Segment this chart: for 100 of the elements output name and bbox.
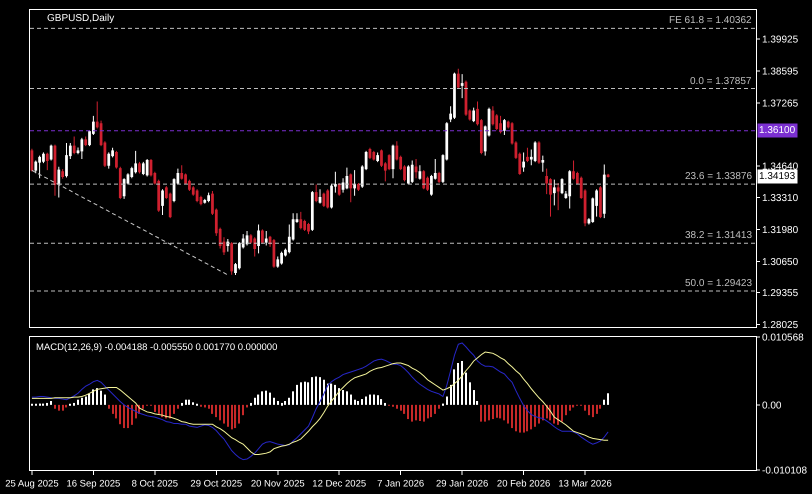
bar (204, 404, 206, 408)
bar (234, 404, 236, 428)
candlestick (376, 152, 380, 163)
bar (411, 404, 413, 422)
candlestick (453, 72, 456, 120)
bar (530, 404, 532, 430)
bar (169, 404, 171, 418)
candlestick (368, 147, 372, 160)
candlestick (503, 118, 506, 136)
candlestick (246, 230, 248, 246)
bar (596, 404, 598, 414)
ref-line-label: 50.0 = 1.29423 (685, 278, 752, 289)
bar (542, 404, 544, 420)
candlestick (526, 147, 529, 163)
bar (319, 377, 321, 405)
candlestick (80, 137, 84, 160)
bar (557, 404, 559, 425)
candlestick (410, 160, 414, 184)
bar (400, 404, 402, 411)
bar (85, 396, 87, 405)
candlestick (72, 136, 76, 155)
bar (354, 400, 356, 405)
bar (154, 404, 156, 412)
x-tick-label: 20 Feb 2026 (496, 478, 550, 490)
bar (407, 404, 409, 420)
bar (62, 404, 64, 411)
bar (377, 395, 379, 405)
candlestick (30, 148, 34, 172)
annotation: 1.36100 (759, 125, 796, 136)
candlestick (65, 142, 68, 178)
y-tick-label: 1.28025 (762, 320, 799, 332)
bar (419, 404, 421, 421)
bar (519, 404, 521, 433)
bar (104, 394, 106, 405)
candlestick (84, 136, 88, 147)
bar (211, 404, 214, 414)
bar (96, 388, 98, 405)
ref-line-label: 0.0 = 1.37857 (690, 76, 752, 87)
bar (73, 402, 75, 406)
candlestick (541, 155, 544, 172)
candlestick (118, 166, 122, 200)
bar (250, 402, 252, 406)
bar (607, 393, 609, 405)
candlestick (599, 186, 602, 219)
bar (496, 404, 498, 418)
bar (119, 404, 121, 424)
candlestick (54, 144, 56, 196)
candlestick (568, 170, 572, 209)
annotation: 1.34193 (759, 171, 796, 182)
bar (192, 402, 194, 405)
bar (403, 404, 406, 414)
candlestick (34, 160, 38, 174)
bar (453, 369, 456, 405)
bar (534, 404, 536, 427)
candlestick (38, 155, 41, 179)
candlestick (606, 173, 610, 178)
candlestick (142, 161, 145, 176)
candlestick (522, 152, 525, 172)
bar (277, 400, 279, 405)
bar (488, 404, 490, 420)
bar (238, 404, 240, 424)
bar (131, 404, 133, 425)
bar (511, 404, 513, 428)
bar (165, 404, 167, 418)
candlestick (307, 222, 310, 235)
candlestick (299, 211, 302, 230)
candlestick (276, 256, 280, 268)
bar (65, 404, 68, 408)
bar (384, 402, 386, 406)
text: MACD(12,26,9) -0.004188 -0.005550 0.001770 0.000000 (36, 342, 278, 353)
bar (434, 404, 436, 414)
y-tick-label: 0.00 (762, 400, 782, 412)
bar (307, 382, 310, 405)
bar (181, 402, 183, 406)
bar (81, 398, 83, 405)
bar (215, 404, 217, 418)
bar (77, 400, 79, 405)
bar (346, 391, 348, 405)
bar (242, 404, 244, 416)
candlestick (50, 144, 52, 161)
bar (553, 404, 555, 424)
bar (127, 404, 129, 428)
y-tick-label: 1.39925 (762, 34, 799, 46)
bar (342, 390, 344, 405)
candlestick (318, 188, 322, 204)
bar (588, 404, 590, 416)
candlestick (406, 164, 410, 185)
bar (561, 404, 563, 422)
y-tick-label: 1.33310 (762, 193, 799, 204)
candlestick (180, 164, 184, 180)
candlestick (46, 152, 49, 171)
x-tick-label: 20 Nov 2025 (250, 478, 305, 490)
candlestick (161, 188, 164, 216)
y-tick-label: 1.31980 (762, 225, 799, 236)
candlestick (326, 188, 330, 209)
bar (415, 404, 417, 420)
bar (480, 404, 482, 422)
bar (465, 372, 467, 405)
bar (461, 361, 463, 405)
ref-line-label: FE 61.8 = 1.40362 (669, 15, 752, 26)
